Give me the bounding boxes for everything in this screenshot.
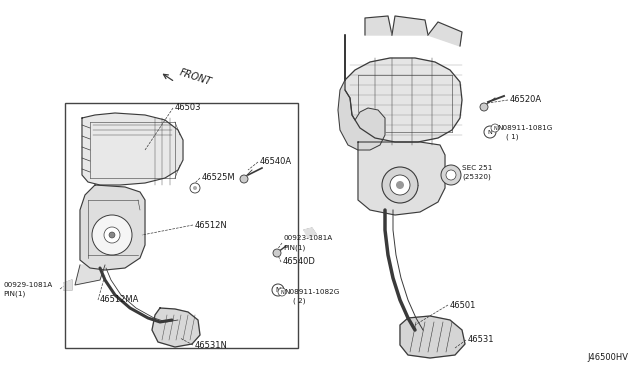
Bar	[65, 103, 298, 348]
Text: N08911-1082G: N08911-1082G	[284, 289, 339, 295]
Circle shape	[480, 103, 488, 111]
Circle shape	[396, 181, 404, 189]
Circle shape	[193, 186, 197, 190]
Circle shape	[446, 170, 456, 180]
Polygon shape	[82, 113, 183, 185]
Text: N: N	[493, 125, 497, 131]
Circle shape	[382, 167, 418, 203]
Polygon shape	[400, 316, 465, 358]
Text: FRONT: FRONT	[178, 67, 212, 87]
Text: 46525M: 46525M	[202, 173, 236, 183]
Text: N: N	[275, 287, 280, 293]
Polygon shape	[365, 16, 392, 35]
Text: 46531N: 46531N	[195, 340, 228, 350]
Text: 46503: 46503	[175, 103, 202, 112]
Text: J46500HV: J46500HV	[587, 353, 628, 362]
Text: 46520A: 46520A	[510, 96, 542, 105]
Circle shape	[491, 124, 499, 132]
Polygon shape	[392, 16, 428, 35]
Polygon shape	[338, 80, 385, 150]
Text: ( 1): ( 1)	[506, 134, 518, 140]
Text: N: N	[488, 129, 492, 135]
Circle shape	[390, 175, 410, 195]
Text: 46540D: 46540D	[283, 257, 316, 266]
Text: N08911-1081G: N08911-1081G	[497, 125, 552, 131]
Polygon shape	[80, 185, 145, 270]
Polygon shape	[64, 280, 72, 290]
Polygon shape	[75, 265, 105, 285]
Text: SEC 251: SEC 251	[462, 165, 492, 171]
Text: 46512N: 46512N	[195, 221, 228, 230]
Text: (25320): (25320)	[462, 174, 491, 180]
Polygon shape	[358, 142, 445, 215]
Text: PIN(1): PIN(1)	[3, 291, 25, 297]
Circle shape	[190, 183, 200, 193]
Text: 46540A: 46540A	[260, 157, 292, 167]
Polygon shape	[304, 228, 316, 238]
Text: PIN(1): PIN(1)	[283, 245, 305, 251]
Polygon shape	[428, 22, 462, 46]
Circle shape	[240, 175, 248, 183]
Polygon shape	[152, 308, 200, 347]
Circle shape	[484, 126, 496, 138]
Text: 00923-1081A: 00923-1081A	[283, 235, 332, 241]
Circle shape	[278, 288, 286, 296]
Circle shape	[273, 249, 281, 257]
Circle shape	[441, 165, 461, 185]
Text: 00929-1081A: 00929-1081A	[3, 282, 52, 288]
Text: N: N	[280, 289, 284, 295]
Text: 46512MA: 46512MA	[100, 295, 140, 305]
Circle shape	[92, 215, 132, 255]
Polygon shape	[345, 35, 462, 142]
Circle shape	[272, 284, 284, 296]
Circle shape	[109, 232, 115, 238]
Text: ( 2): ( 2)	[293, 298, 305, 304]
Text: 46531: 46531	[468, 336, 495, 344]
Circle shape	[104, 227, 120, 243]
Text: 46501: 46501	[450, 301, 476, 310]
